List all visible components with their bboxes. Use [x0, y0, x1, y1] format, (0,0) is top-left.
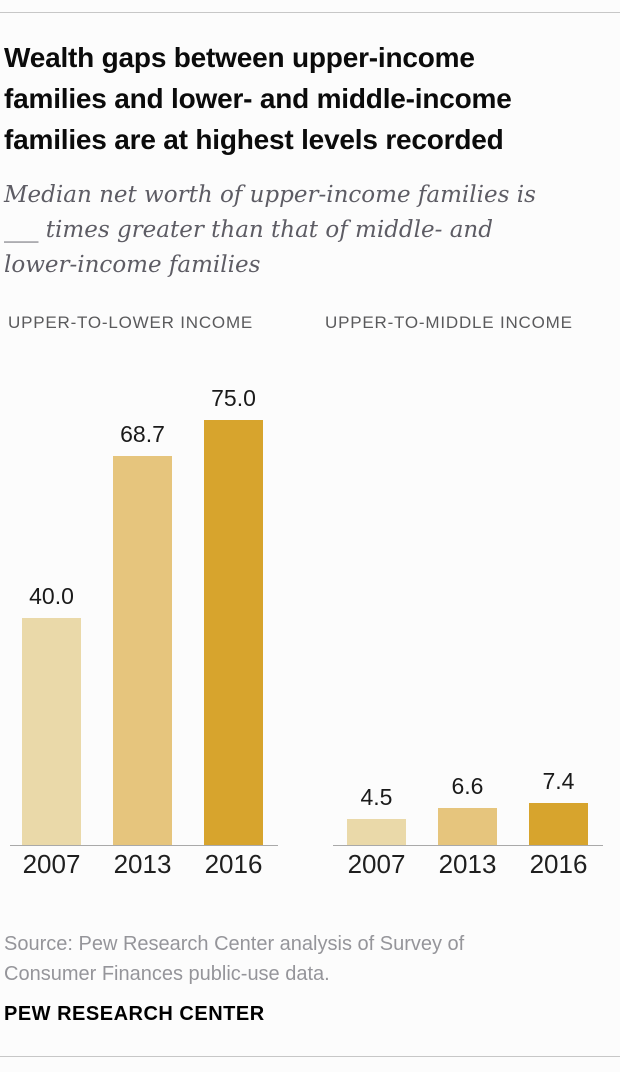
- x-axis-tick-label: 2007: [22, 849, 81, 879]
- bar-value-label: 4.5: [360, 784, 393, 810]
- x-axis-tick-label: 2016: [204, 849, 263, 879]
- bar-group-2016: 7.4: [529, 768, 588, 845]
- x-axis-tick-label: 2016: [529, 849, 588, 879]
- panel-upper-to-lower: UPPER-TO-LOWER INCOME 40.0 68.7 75.0 2007 2…: [0, 313, 302, 879]
- bar-plot-upper-to-lower: 40.0 68.7 75.0: [0, 340, 302, 845]
- panel-upper-to-middle: UPPER-TO-MIDDLE INCOME 4.5 6.6 7.4 2007 201…: [322, 313, 620, 879]
- panel-label-upper-to-middle: UPPER-TO-MIDDLE INCOME: [325, 313, 573, 332]
- bar-plot-upper-to-middle: 4.5 6.6 7.4: [322, 340, 620, 845]
- x-axis-tick-label: 2013: [113, 849, 172, 879]
- panel-label-upper-to-lower: UPPER-TO-LOWER INCOME: [8, 313, 254, 332]
- chart-panels: UPPER-TO-LOWER INCOME 40.0 68.7 75.0 2007 2…: [0, 313, 620, 879]
- bar-value-label: 40.0: [29, 583, 74, 609]
- bar-value-label: 6.6: [451, 773, 484, 799]
- bar-2007: [22, 618, 81, 845]
- top-divider: [0, 12, 620, 13]
- bar-2007: [347, 819, 406, 845]
- bar-value-label: 75.0: [211, 385, 256, 411]
- x-axis-line-right: [333, 845, 603, 846]
- bar-group-2013: 68.7: [113, 421, 172, 845]
- bar-2013: [438, 808, 497, 845]
- x-axis-tick-label: 2013: [438, 849, 497, 879]
- bar-value-label: 7.4: [542, 768, 575, 794]
- x-axis-tick-label: 2007: [347, 849, 406, 879]
- x-axis-labels-right: 2007 2013 2016: [322, 849, 620, 879]
- bar-2016: [204, 420, 263, 845]
- bar-value-label: 68.7: [120, 421, 165, 447]
- x-axis-line-left: [10, 845, 278, 846]
- x-axis-labels-left: 2007 2013 2016: [0, 849, 302, 879]
- brand-footer: PEW RESEARCH CENTER: [4, 1003, 265, 1025]
- bottom-divider: [0, 1056, 620, 1057]
- pew-chart-card: Wealth gaps between upper-income familie…: [0, 12, 620, 1057]
- source-note: Source: Pew Research Center analysis of …: [4, 933, 465, 985]
- chart-subtitle: Median net worth of upper-income familie…: [4, 182, 536, 278]
- page-title: Wealth gaps between upper-income familie…: [4, 42, 512, 155]
- bar-group-2007: 40.0: [22, 583, 81, 845]
- bar-group-2007: 4.5: [347, 784, 406, 845]
- bar-2013: [113, 456, 172, 845]
- bar-group-2016: 75.0: [204, 385, 263, 845]
- bar-2016: [529, 803, 588, 845]
- bar-group-2013: 6.6: [438, 773, 497, 845]
